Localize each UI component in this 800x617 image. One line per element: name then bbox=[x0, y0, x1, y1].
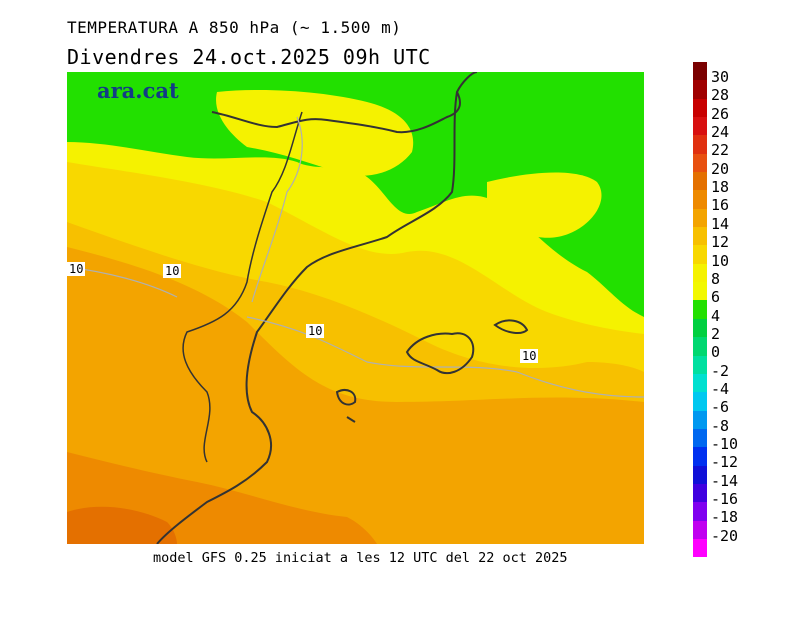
colorbar bbox=[693, 62, 707, 558]
colorbar-swatch bbox=[693, 282, 707, 301]
colorbar-swatch bbox=[693, 135, 707, 154]
coastline-iberian bbox=[156, 91, 458, 544]
colorbar-swatch bbox=[693, 263, 707, 283]
colorbar-swatch bbox=[693, 447, 707, 466]
colorbar-label: -16 bbox=[711, 490, 739, 509]
colorbar-swatch bbox=[693, 465, 707, 484]
colorbar-label: -4 bbox=[711, 379, 730, 398]
border-inland bbox=[182, 111, 303, 463]
colorbar-swatch bbox=[693, 392, 707, 411]
colorbar-swatch bbox=[693, 520, 707, 539]
colorbar-label: 16 bbox=[711, 196, 730, 215]
colorbar-label: 4 bbox=[711, 306, 721, 325]
colorbar-label: 14 bbox=[711, 214, 730, 233]
colorbar-swatch bbox=[693, 318, 707, 338]
colorbar-label: 0 bbox=[711, 343, 721, 362]
colorbar-label: -8 bbox=[711, 416, 730, 435]
map-title: TEMPERATURA A 850 hPa (~ 1.500 m) bbox=[67, 18, 402, 37]
colorbar-label: 22 bbox=[711, 141, 730, 160]
colorbar-label: 10 bbox=[711, 251, 730, 270]
colorbar-swatch bbox=[693, 208, 707, 228]
colorbar-label: 2 bbox=[711, 324, 721, 343]
contour-label-10: 10 bbox=[520, 349, 539, 363]
colorbar-swatch bbox=[693, 190, 707, 209]
logo: ara.cat bbox=[97, 78, 179, 103]
island-menorca bbox=[493, 319, 529, 334]
island-ibiza bbox=[335, 389, 357, 423]
model-footer: model GFS 0.25 iniciat a les 12 UTC del … bbox=[153, 550, 568, 566]
map-subtitle: Divendres 24.oct.2025 09h UTC bbox=[67, 45, 431, 69]
colorbar-swatch bbox=[693, 337, 707, 356]
colorbar-swatch bbox=[693, 355, 707, 374]
colorbar-label: 20 bbox=[711, 159, 730, 178]
colorbar-swatch bbox=[693, 300, 707, 319]
colorbar-label: 26 bbox=[711, 104, 730, 123]
contour-label-10: 10 bbox=[163, 264, 182, 278]
colorbar-label: -10 bbox=[711, 435, 739, 453]
colorbar-swatch bbox=[693, 245, 707, 264]
contour-label-10: 10 bbox=[67, 262, 86, 276]
colorbar-label: -2 bbox=[711, 361, 730, 380]
colorbar-label: 24 bbox=[711, 123, 730, 142]
colorbar-swatch bbox=[693, 117, 707, 136]
colorbar-label: 30 bbox=[711, 68, 730, 86]
colorbar-swatch bbox=[693, 502, 707, 521]
colorbar-label: 6 bbox=[711, 288, 721, 307]
colorbar-label: -6 bbox=[711, 398, 730, 417]
zone-green-north bbox=[67, 72, 644, 317]
colorbar-label: 8 bbox=[711, 269, 721, 288]
colorbar-swatch bbox=[693, 428, 707, 448]
temperature-map: ara.cat 10 10 10 10 bbox=[67, 72, 644, 544]
colorbar-label: -12 bbox=[711, 453, 739, 472]
colorbar-swatch bbox=[693, 373, 707, 393]
colorbar-swatch bbox=[693, 227, 707, 246]
colorbar-swatch bbox=[693, 410, 707, 429]
zone-yellow-south-of-green bbox=[216, 90, 414, 176]
zone-yellow-east bbox=[487, 172, 602, 238]
zone-darker-orange bbox=[67, 506, 177, 544]
colorbar-label: -20 bbox=[711, 526, 739, 545]
colorbar-label: 12 bbox=[711, 233, 730, 252]
colorbar-swatch bbox=[693, 538, 707, 558]
colorbar-label: 18 bbox=[711, 178, 730, 197]
colorbar-label: 28 bbox=[711, 86, 730, 105]
colorbar-swatch bbox=[693, 62, 707, 81]
contour-label-10: 10 bbox=[306, 324, 325, 338]
colorbar-swatch bbox=[693, 172, 707, 191]
colorbar-swatch bbox=[693, 483, 707, 503]
colorbar-swatch bbox=[693, 98, 707, 118]
colorbar-label: -18 bbox=[711, 508, 739, 527]
island-mallorca bbox=[405, 332, 475, 375]
colorbar-label: -14 bbox=[711, 471, 739, 490]
colorbar-swatch bbox=[693, 153, 707, 173]
colorbar-swatch bbox=[693, 80, 707, 99]
